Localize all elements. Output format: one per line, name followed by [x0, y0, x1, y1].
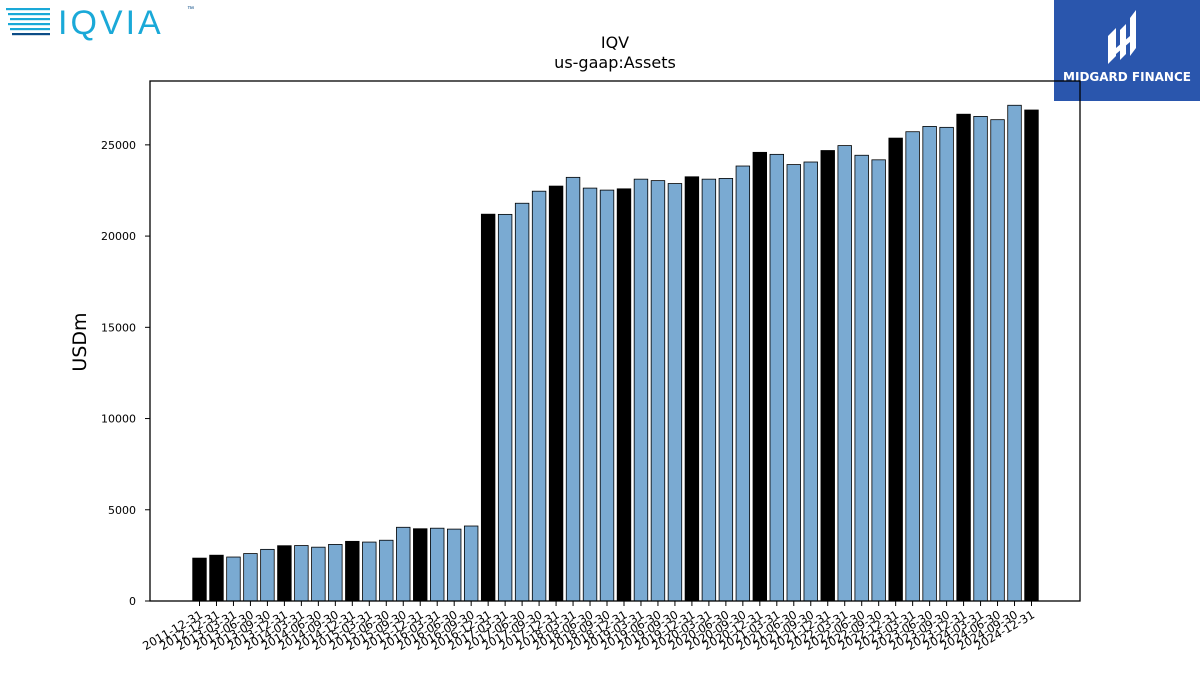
bar-2024-03-31	[973, 116, 988, 602]
bar-2013-03-31	[226, 556, 241, 602]
bar-2014-03-31	[294, 545, 309, 602]
iqvia-logo: IQVIA ™	[6, 4, 194, 42]
bar-2012-12-31	[209, 554, 224, 602]
y-tick-label: 5000	[108, 504, 136, 517]
bar-2022-06-30	[854, 154, 869, 602]
bar-2015-03-31	[362, 541, 377, 602]
bar-2016-06-30	[446, 528, 462, 602]
bar-2017-09-30	[531, 190, 547, 602]
x-axis: 2011-12-312012-12-312013-03-312013-06-30…	[140, 601, 1037, 653]
bar-2019-09-30	[667, 183, 683, 602]
bar-2022-12-31	[888, 137, 903, 602]
bar-2014-09-30	[328, 544, 343, 602]
bar-2023-09-30	[939, 126, 954, 602]
bar-2020-03-31	[701, 178, 717, 602]
bar-series	[192, 104, 1039, 602]
bar-2015-09-30	[396, 526, 411, 602]
bar-2020-09-30	[735, 165, 751, 602]
bar-2018-06-30	[582, 187, 598, 602]
bar-2024-12-31	[1024, 109, 1039, 602]
midgard-emblem-icon	[1108, 10, 1136, 64]
bar-2018-09-30	[599, 189, 615, 602]
bar-2016-12-31	[480, 213, 496, 602]
y-tick-label: 25000	[101, 139, 136, 152]
y-tick-label: 10000	[101, 413, 136, 426]
bar-2023-12-31	[956, 113, 971, 602]
bar-2020-12-31	[752, 151, 768, 602]
bar-2017-12-31	[548, 185, 564, 602]
chart-title: IQV	[601, 33, 629, 52]
bar-2017-03-31	[497, 213, 513, 602]
bar-2020-06-30	[718, 178, 734, 602]
bar-2014-12-31	[345, 540, 360, 602]
midgard-finance-logo: MIDGARD FINANCE	[1054, 0, 1200, 101]
bar-2018-12-31	[616, 188, 632, 602]
bar-2024-09-30	[1007, 104, 1022, 602]
chart-subtitle: us-gaap:Assets	[554, 53, 676, 72]
bar-2014-06-30	[311, 546, 326, 602]
midgard-wordmark: MIDGARD FINANCE	[1063, 70, 1191, 84]
bar-2017-06-30	[514, 202, 530, 602]
y-axis: 0 5000 10000 15000 20000 25000	[101, 139, 150, 608]
bar-2013-12-31	[277, 545, 292, 602]
iqvia-lines-icon	[6, 8, 50, 36]
bar-2011-12-31	[192, 557, 207, 602]
iqvia-wordmark: IQVIA	[58, 4, 164, 42]
y-axis-label: USDm	[69, 312, 91, 371]
bar-2021-12-31	[820, 150, 835, 602]
bar-2022-09-30	[871, 159, 886, 602]
bar-2015-12-31	[413, 528, 428, 602]
iqvia-trademark: ™	[187, 6, 194, 13]
bar-2016-03-31	[430, 527, 445, 602]
plot-frame	[149, 80, 1081, 602]
bar-2023-03-31	[905, 131, 920, 602]
bar-2018-03-31	[565, 176, 581, 602]
y-tick-label: 0	[129, 595, 136, 608]
bar-2013-09-30	[260, 548, 275, 602]
bar-2019-12-31	[684, 176, 700, 602]
bar-2022-03-31	[837, 145, 852, 602]
bar-2019-03-31	[633, 178, 649, 602]
bar-2024-06-30	[990, 119, 1005, 602]
bar-2015-06-30	[379, 539, 394, 602]
bar-2021-03-31	[769, 153, 784, 602]
bar-2021-09-30	[803, 161, 818, 602]
y-tick-label: 15000	[101, 321, 136, 334]
bar-2013-06-30	[243, 553, 258, 602]
y-tick-label: 20000	[101, 230, 136, 243]
bar-2023-06-30	[922, 126, 937, 602]
bar-2019-06-30	[650, 180, 666, 602]
bar-2021-06-30	[786, 164, 801, 602]
bar-2016-09-30	[463, 525, 479, 602]
